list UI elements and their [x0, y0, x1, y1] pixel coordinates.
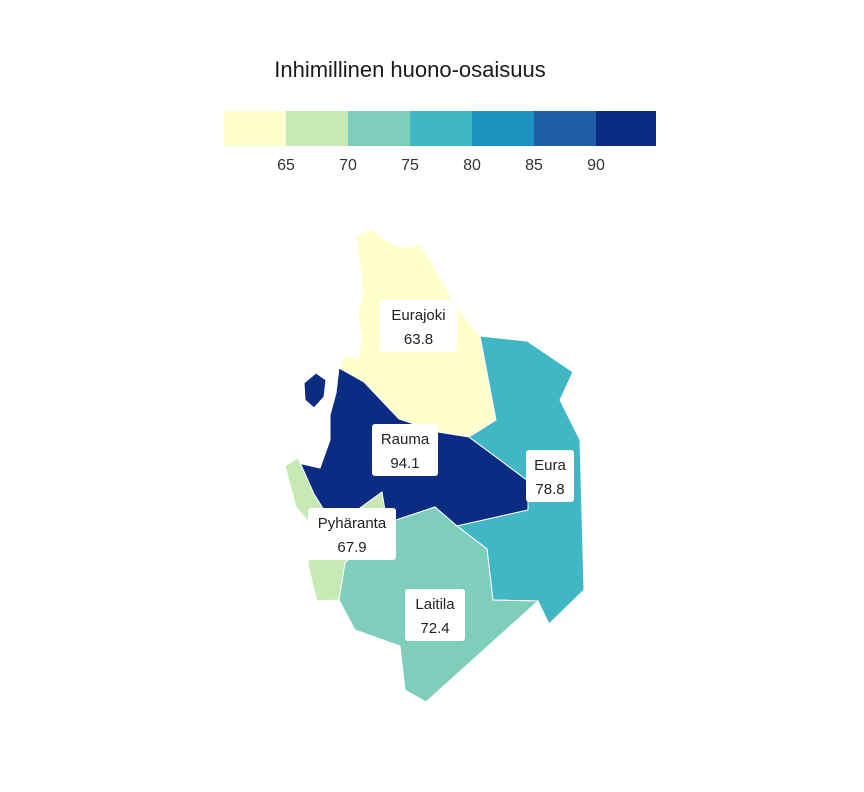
label-eurajoki: Eurajoki 63.8	[380, 300, 457, 352]
legend-tick: 65	[277, 157, 295, 174]
legend-tick: 70	[339, 157, 357, 174]
region-value: 94.1	[390, 455, 419, 472]
region-name: Rauma	[381, 431, 430, 448]
label-eura: Eura 78.8	[526, 450, 574, 502]
legend-bin	[348, 111, 410, 146]
legend-tick: 75	[401, 157, 419, 174]
color-legend: 65 70 75 80 85 90	[224, 111, 656, 174]
map-title: Inhimillinen huono-osaisuus	[274, 57, 546, 82]
legend-bin	[596, 111, 656, 146]
label-rauma: Rauma 94.1	[372, 424, 438, 476]
legend-tick: 80	[463, 157, 481, 174]
region-name: Pyhäranta	[318, 515, 387, 532]
region-value: 72.4	[420, 620, 449, 637]
region-name: Eura	[534, 457, 566, 474]
region-name: Laitila	[415, 596, 455, 613]
region-value: 63.8	[404, 331, 433, 348]
region-labels: Eurajoki 63.8 Rauma 94.1 Eura 78.8 Pyhär…	[308, 300, 574, 641]
legend-tick: 90	[587, 157, 605, 174]
legend-bin	[224, 111, 286, 146]
legend-bin	[286, 111, 348, 146]
legend-bin	[472, 111, 534, 146]
region-value: 67.9	[337, 539, 366, 556]
region-value: 78.8	[535, 481, 564, 498]
region-name: Eurajoki	[391, 307, 445, 324]
legend-bin	[534, 111, 596, 146]
legend-tick: 85	[525, 157, 543, 174]
label-laitila: Laitila 72.4	[405, 589, 465, 641]
legend-bin	[410, 111, 472, 146]
label-pyharanta: Pyhäranta 67.9	[308, 508, 396, 560]
region-rauma-island	[303, 372, 327, 409]
